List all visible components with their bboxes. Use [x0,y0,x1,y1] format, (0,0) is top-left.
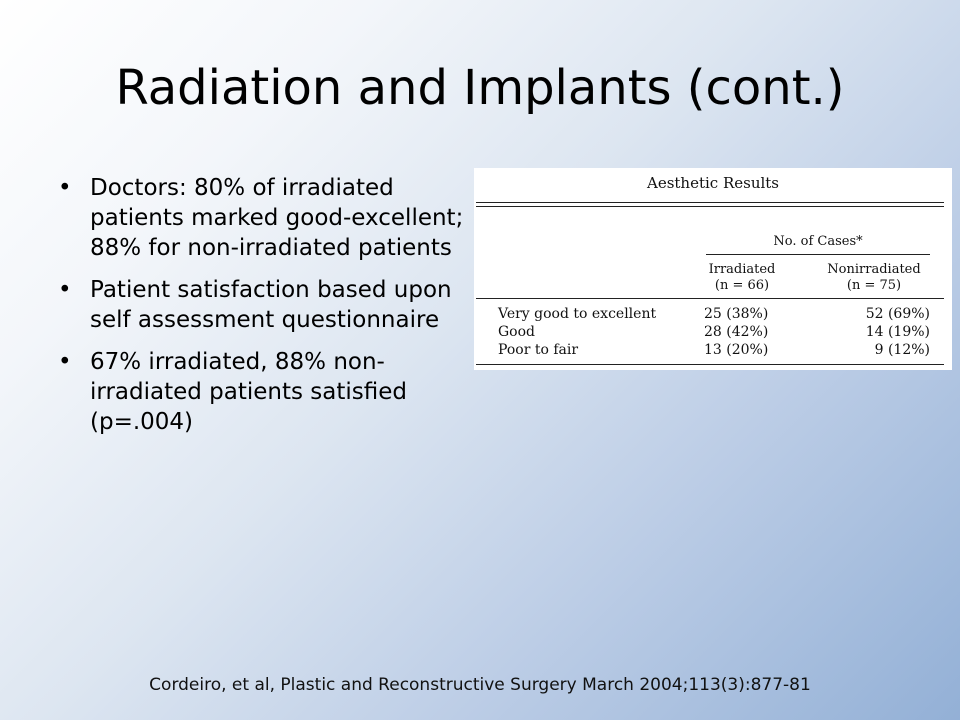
bullet-icon: • [58,175,72,201]
bullet-list: • Doctors: 80% of irradiated patients ma… [58,173,478,449]
table-top-rule-double [476,206,944,207]
row-label: Good [498,324,536,340]
bullet-icon: • [58,349,72,375]
bullet-text: 67% irradiated, 88% non-irradiated patie… [90,349,408,435]
table-top-rule [476,202,944,203]
bullet-icon: • [58,277,72,303]
table-row: Very good to excellent 25 (38%) 52 (69%) [498,305,944,323]
table-group-header: No. of Cases* [773,234,863,249]
table-row: Good 28 (42%) 14 (19%) [498,323,944,341]
table-row: Poor to fair 13 (20%) 9 (12%) [498,341,944,359]
cell-irradiated: 28 (42%) [704,324,769,340]
row-label: Very good to excellent [498,306,657,322]
cell-irradiated: 25 (38%) [704,306,769,322]
table-bottom-rule [476,364,944,365]
table-caption: Aesthetic Results [646,174,780,192]
bullet-item: • 67% irradiated, 88% non-irradiated pat… [58,347,478,437]
slide-title: Radiation and Implants (cont.) [115,60,845,116]
column-header-name: Nonirradiated [827,262,921,277]
cell-nonirradiated: 14 (19%) [865,324,930,340]
aesthetic-results-table: Aesthetic Results No. of Cases* Irradiat… [474,168,952,370]
table-header-rule [476,298,944,299]
table-group-rule [706,254,930,255]
row-label: Poor to fair [498,342,579,358]
column-header-name: Irradiated [708,262,776,277]
column-header-n: (n = 75) [846,278,902,293]
cell-irradiated: 13 (20%) [704,342,769,358]
citation: Cordeiro, et al, Plastic and Reconstruct… [149,675,811,695]
bullet-text: Patient satisfaction based upon self ass… [90,277,452,333]
bullet-item: • Patient satisfaction based upon self a… [58,275,478,335]
cell-nonirradiated: 52 (69%) [865,306,930,322]
cell-nonirradiated: 9 (12%) [874,342,930,358]
bullet-text: Doctors: 80% of irradiated patients mark… [90,175,464,261]
bullet-item: • Doctors: 80% of irradiated patients ma… [58,173,478,263]
column-header-n: (n = 66) [714,278,770,293]
column-header-nonirradiated: Nonirradiated (n = 75) [814,262,934,294]
column-header-irradiated: Irradiated (n = 66) [682,262,802,294]
